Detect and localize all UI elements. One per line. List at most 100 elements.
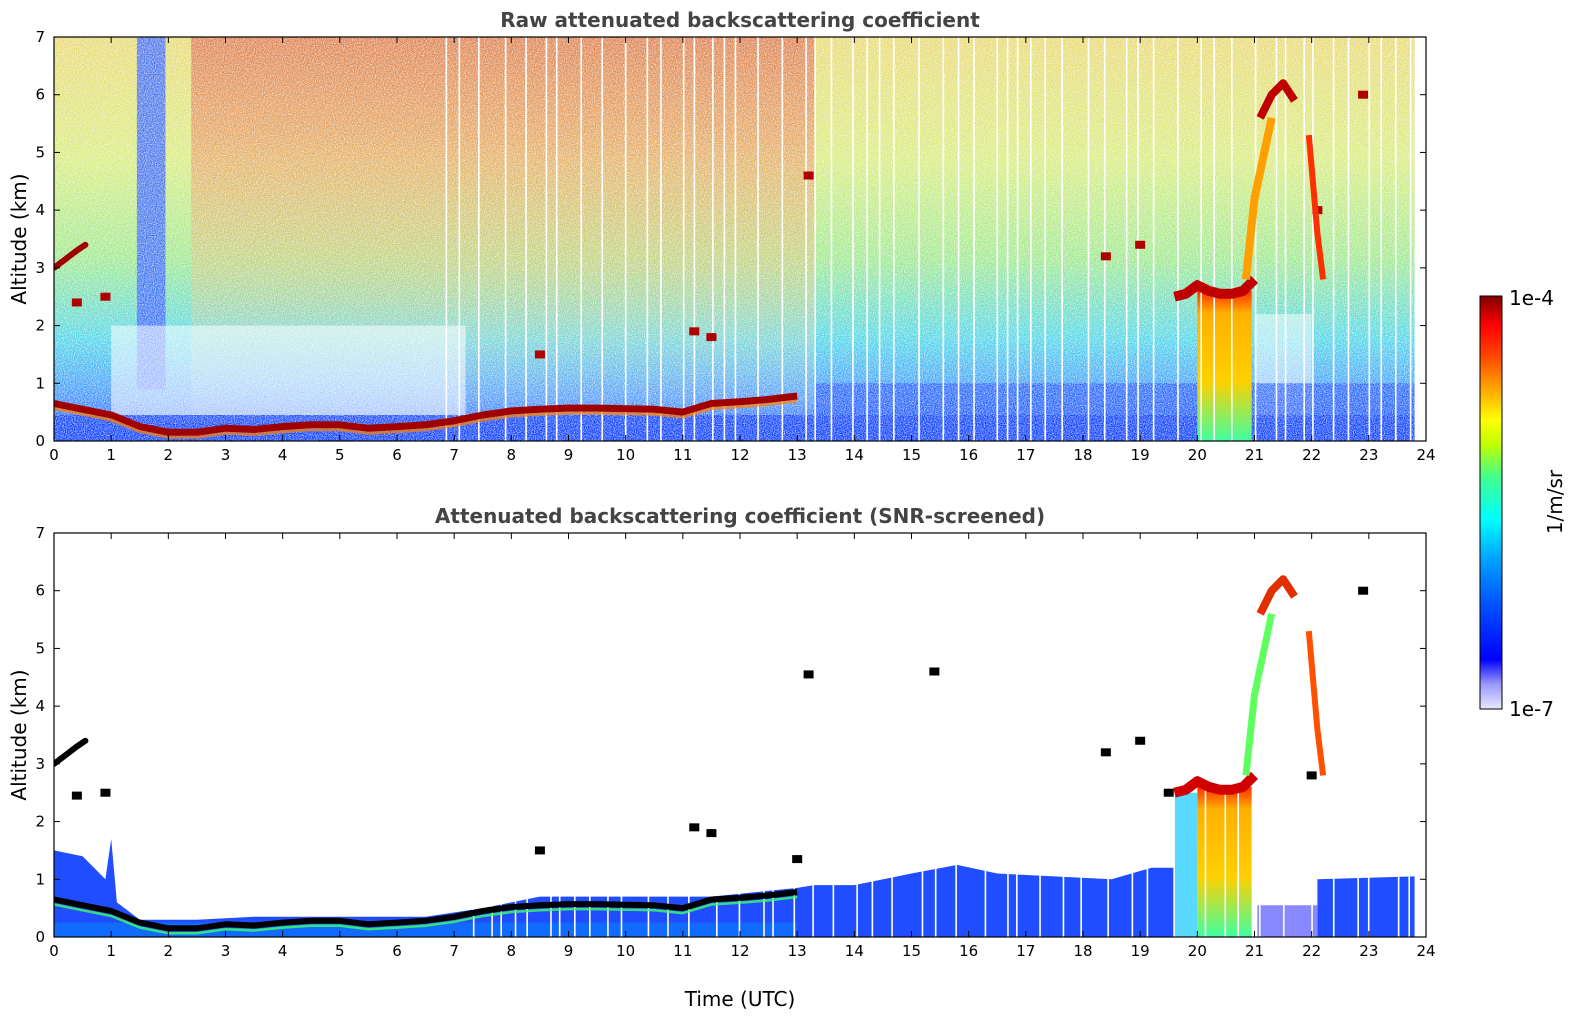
raw-data-gap bbox=[1177, 37, 1179, 441]
x-tick-label: 17 bbox=[1016, 942, 1035, 960]
screened-data-gap bbox=[891, 533, 893, 937]
screened-data-gap bbox=[934, 533, 937, 937]
screened-aerosol-patch bbox=[929, 667, 940, 676]
screened-data-gap bbox=[772, 533, 774, 937]
screened-data-gap bbox=[1016, 533, 1018, 937]
raw-data-gap bbox=[893, 37, 895, 441]
screened-aerosol-patch bbox=[792, 855, 803, 864]
screened-data-gap bbox=[955, 533, 957, 937]
raw-data-gap bbox=[830, 37, 833, 441]
screened-data-gap bbox=[1131, 533, 1134, 937]
x-tick-label: 18 bbox=[1073, 942, 1092, 960]
y-axis-raw: 0 1 2 3 4 5 6 7 bbox=[35, 28, 1426, 450]
screened-data-gap bbox=[871, 533, 874, 937]
screened-data-gap bbox=[667, 533, 669, 937]
x-tick-label: 6 bbox=[392, 942, 402, 960]
screened-data-gap bbox=[607, 533, 609, 937]
raw-data-gap bbox=[1332, 37, 1335, 441]
screened-aerosol-patch bbox=[534, 846, 545, 855]
x-tick-label: 10 bbox=[616, 446, 635, 464]
screened-data-gap bbox=[526, 533, 528, 937]
x-tick-label: 21 bbox=[1245, 446, 1264, 464]
raw-data-gap bbox=[1152, 37, 1155, 441]
x-tick-label: 12 bbox=[730, 942, 749, 960]
y-tick-label: 1 bbox=[35, 374, 45, 392]
x-tick-label: 24 bbox=[1416, 446, 1435, 464]
x-tick-label: 13 bbox=[788, 942, 807, 960]
screened-data-gap bbox=[558, 533, 561, 937]
raw-aerosol-patch bbox=[689, 327, 700, 336]
screened-weak-signal bbox=[1257, 905, 1318, 937]
raw-data-gap bbox=[781, 37, 784, 441]
raw-data-gap bbox=[1347, 37, 1350, 441]
raw-data-gap bbox=[866, 37, 868, 441]
screened-data-gap bbox=[1282, 533, 1285, 937]
y-tick-label: 5 bbox=[35, 143, 45, 161]
raw-data-gap bbox=[1409, 37, 1412, 441]
screened-data-gap bbox=[793, 533, 796, 937]
x-tick-label: 16 bbox=[959, 446, 978, 464]
raw-data-gap bbox=[973, 37, 975, 441]
screened-data-gap bbox=[832, 533, 835, 937]
raw-data-gap bbox=[942, 37, 945, 441]
x-tick-label: 15 bbox=[902, 446, 921, 464]
x-tick-label: 4 bbox=[278, 942, 288, 960]
raw-data-gap bbox=[1303, 37, 1306, 441]
screened-data-gap bbox=[1408, 533, 1411, 937]
screened-data-gap bbox=[1146, 533, 1149, 937]
raw-data-gap bbox=[504, 37, 507, 441]
raw-data-gap bbox=[1137, 37, 1139, 441]
screened-data-gap bbox=[856, 533, 858, 937]
x-tick-label: 8 bbox=[507, 446, 517, 464]
colorbar-min-label: 1e-7 bbox=[1509, 697, 1554, 721]
screened-precipitation-column bbox=[1197, 786, 1252, 937]
x-tick-label: 14 bbox=[845, 942, 864, 960]
raw-data-gap bbox=[555, 37, 558, 441]
screened-aerosol-patch bbox=[1135, 736, 1146, 745]
x-tick-label: 22 bbox=[1302, 446, 1321, 464]
screened-aerosol-patch bbox=[1306, 771, 1317, 780]
screened-data-gap bbox=[1357, 533, 1359, 937]
raw-data-gap bbox=[814, 37, 816, 441]
raw-data-gap bbox=[1284, 37, 1287, 441]
screened-data-gap bbox=[574, 533, 576, 937]
screened-cloud-base bbox=[1173, 771, 1259, 798]
x-tick-label: 9 bbox=[564, 446, 574, 464]
x-tick-label: 12 bbox=[730, 446, 749, 464]
x-tick-label: 21 bbox=[1245, 942, 1264, 960]
y-tick-label: 5 bbox=[35, 639, 45, 657]
raw-data-gap bbox=[601, 37, 604, 441]
x-tick-label: 1 bbox=[106, 446, 116, 464]
screened-aerosol-patch bbox=[706, 829, 717, 838]
y-tick-label: 3 bbox=[35, 259, 45, 277]
screened-data-gap bbox=[500, 533, 503, 937]
screened-backscatter-image bbox=[54, 533, 1426, 937]
x-tick-label: 23 bbox=[1359, 942, 1378, 960]
raw-data-gap bbox=[545, 37, 548, 441]
raw-high-cloud bbox=[1256, 79, 1298, 120]
raw-data-gap bbox=[1213, 37, 1216, 441]
y-tick-label: 1 bbox=[35, 870, 45, 888]
raw-layer-marks bbox=[54, 79, 1369, 439]
raw-data-gap bbox=[624, 37, 627, 441]
raw-cloud-base bbox=[1173, 275, 1259, 302]
screened-data-gap bbox=[1107, 533, 1109, 937]
screened-data-gap bbox=[763, 533, 765, 937]
raw-data-gap bbox=[1200, 37, 1203, 441]
x-axis-raw: 0 1 2 3 4 5 6 7 8 9 10 11 12 13 14 15 16 17 18 19 20 21 22 23 24 bbox=[49, 37, 1436, 464]
screened-aerosol-patch bbox=[71, 791, 82, 800]
screened-aerosol-patch bbox=[100, 788, 111, 797]
chart-title-raw: Raw attenuated backscattering coefficien… bbox=[500, 8, 980, 32]
x-tick-label: 5 bbox=[335, 942, 345, 960]
screened-virga-streak bbox=[1242, 613, 1276, 776]
screened-data-gap bbox=[550, 533, 552, 937]
raw-aerosol-patch bbox=[534, 350, 545, 359]
y-axis-label-screened: Altitude (km) bbox=[7, 669, 31, 800]
raw-data-gap bbox=[1006, 37, 1009, 441]
raw-data-gap bbox=[734, 37, 737, 441]
x-tick-label: 7 bbox=[449, 942, 459, 960]
screened-data-gap bbox=[984, 533, 987, 937]
y-axis-label-raw: Altitude (km) bbox=[7, 173, 31, 304]
colorbar-gradient bbox=[1479, 295, 1503, 710]
